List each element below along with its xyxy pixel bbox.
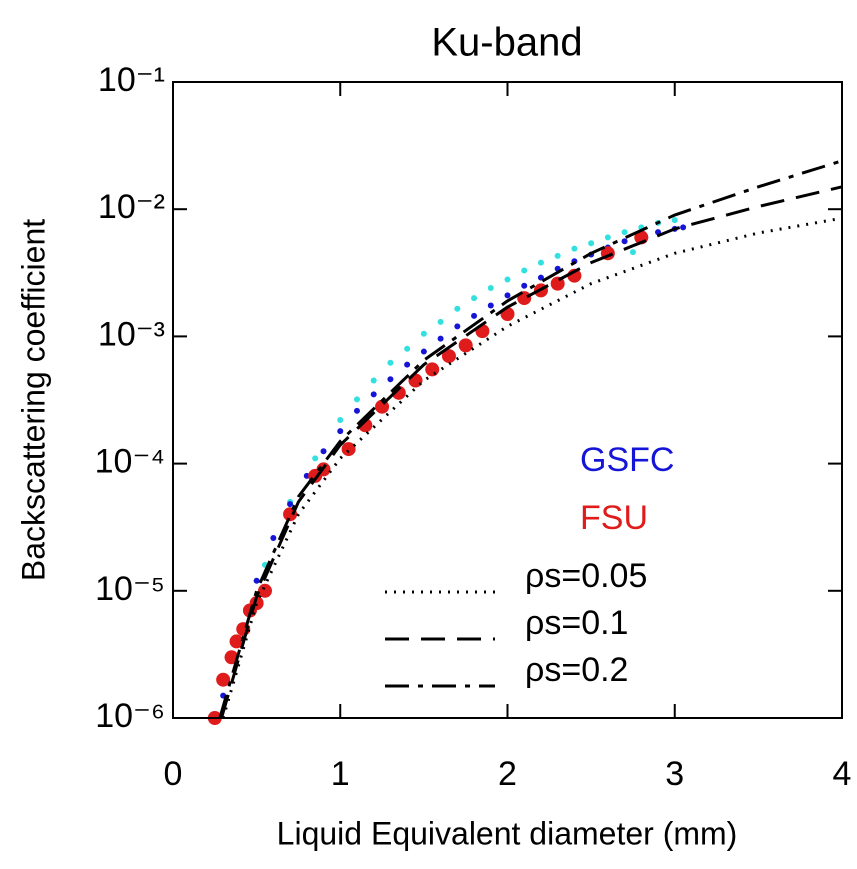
point: [420, 330, 427, 337]
x-tick-label: 0: [164, 755, 183, 793]
point: [504, 292, 511, 299]
x-tick-label: 3: [665, 755, 684, 793]
point: [320, 448, 327, 455]
point: [487, 285, 494, 292]
point: [680, 224, 687, 231]
point: [454, 323, 461, 330]
point: [504, 276, 511, 283]
point: [437, 335, 444, 342]
point: [441, 349, 456, 364]
y-tick-label: 10⁻²: [98, 188, 165, 226]
point: [621, 229, 628, 236]
x-tick-label: 2: [498, 755, 517, 793]
y-tick-label: 10⁻⁵: [95, 570, 165, 608]
point: [229, 634, 244, 649]
point: [629, 249, 636, 256]
point: [458, 338, 473, 353]
point: [537, 274, 544, 281]
point: [216, 672, 231, 687]
point: [521, 267, 528, 274]
curve: [218, 159, 843, 719]
point: [471, 312, 478, 319]
point: [471, 295, 478, 302]
point: [604, 234, 611, 241]
point: [454, 305, 461, 312]
point: [671, 217, 678, 224]
point: [337, 417, 344, 424]
x-tick-label: 1: [331, 755, 350, 793]
point: [387, 359, 394, 366]
point: [387, 376, 394, 383]
point: [370, 377, 377, 384]
x-axis-label: Liquid Equivalent diameter (mm): [277, 815, 738, 851]
point: [571, 245, 578, 252]
point: [404, 345, 411, 352]
legend-label: ρs=0.1: [525, 604, 628, 642]
point: [353, 396, 360, 403]
point: [341, 442, 356, 457]
y-tick-label: 10⁻³: [98, 315, 165, 353]
chart-title: Ku-band: [431, 21, 582, 65]
point: [588, 240, 595, 247]
point: [312, 455, 319, 462]
point: [370, 391, 377, 398]
point: [270, 535, 277, 542]
point: [537, 259, 544, 266]
legend-label: GSFC: [580, 441, 674, 479]
point: [257, 583, 272, 598]
legend-label: FSU: [580, 499, 648, 537]
plot-frame: [172, 81, 843, 719]
point: [487, 302, 494, 309]
point: [303, 472, 310, 479]
point: [287, 501, 294, 508]
point: [554, 252, 561, 259]
point: [521, 282, 528, 289]
legend-label: ρs=0.05: [525, 557, 647, 595]
point: [253, 577, 260, 584]
y-tick-label: 10⁻¹: [98, 61, 165, 99]
y-tick-label: 10⁻⁴: [95, 443, 165, 481]
y-tick-label: 10⁻⁶: [95, 697, 165, 735]
point: [621, 238, 628, 245]
point: [425, 362, 440, 377]
point: [420, 348, 427, 355]
y-axis-label: Backscattering coefficient: [15, 219, 51, 581]
point: [353, 407, 360, 414]
point: [337, 428, 344, 435]
point: [404, 361, 411, 368]
x-tick-label: 4: [833, 755, 852, 793]
legend-label: ρs=0.2: [525, 651, 628, 689]
point: [437, 318, 444, 325]
curve: [221, 216, 843, 719]
